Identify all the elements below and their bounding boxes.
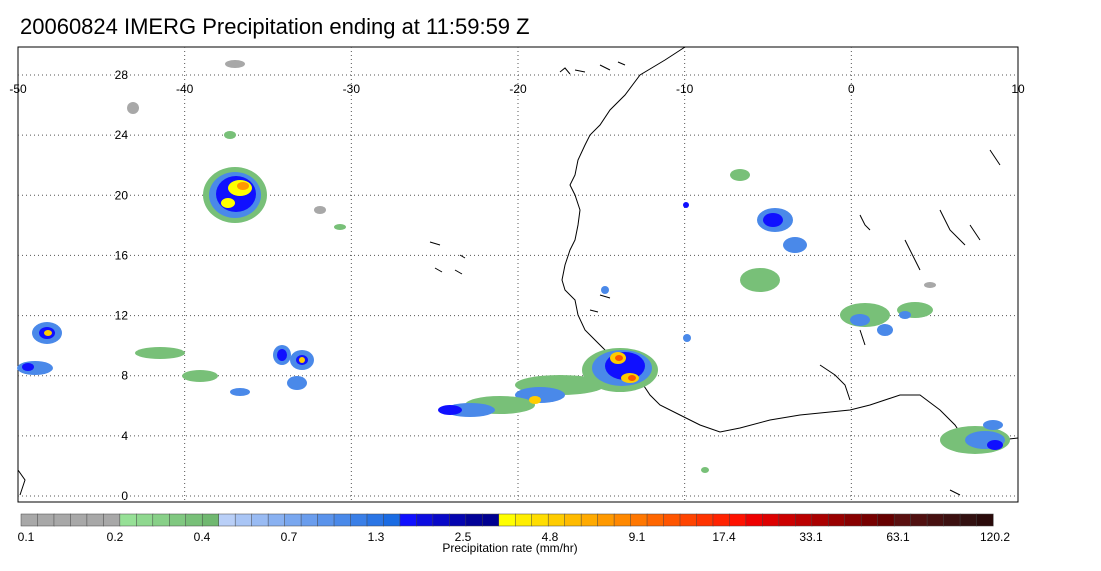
- colorbar-swatch: [103, 513, 121, 527]
- lat-label: 4: [121, 429, 128, 443]
- colorbar-swatch: [844, 513, 862, 527]
- colorbar-swatch: [70, 513, 88, 527]
- colorbar-swatch: [432, 513, 450, 527]
- colorbar-swatch: [514, 513, 533, 527]
- longitude-labels: -50 -40 -30 -20 -10 0 10: [9, 82, 1025, 96]
- colorbar-tick-label: 0.2: [107, 530, 124, 544]
- colorbar-swatch: [317, 513, 335, 527]
- colorbar-tick-label: 9.1: [629, 530, 646, 544]
- colorbar-swatch: [152, 513, 170, 527]
- colorbar-tick-label: 0.7: [281, 530, 298, 544]
- colorbar-swatch: [284, 513, 302, 527]
- lon-label: -50: [9, 82, 27, 96]
- colorbar-swatch: [201, 513, 220, 527]
- colorbar-swatch: [860, 513, 879, 527]
- colorbar-tick-label: 2.5: [455, 530, 472, 544]
- colorbar-swatch: [416, 513, 434, 527]
- colorbar-swatch: [926, 513, 945, 527]
- colorbar-swatch: [267, 513, 286, 527]
- lat-label: 16: [115, 248, 129, 262]
- colorbar-swatch: [943, 513, 961, 527]
- colorbar-tick-label: 0.4: [194, 530, 211, 544]
- colorbar-swatch: [663, 513, 681, 527]
- colorbar-swatch: [762, 513, 780, 527]
- colorbar-tick-label: 33.1: [799, 530, 823, 544]
- colorbar-swatch: [564, 513, 582, 527]
- colorbar-tick-label: 0.1: [18, 530, 35, 544]
- colorbar-swatch: [679, 513, 698, 527]
- colorbar-swatch: [778, 513, 796, 527]
- colorbar-swatch: [795, 513, 813, 527]
- page-title: 20060824 IMERG Precipitation ending at 1…: [20, 14, 530, 39]
- lon-label: -10: [676, 82, 694, 96]
- coastline: [17, 46, 1019, 496]
- lon-label: 0: [848, 82, 855, 96]
- colorbar-tick-label: 17.4: [712, 530, 736, 544]
- colorbar-tick-label: 120.2: [980, 530, 1010, 544]
- colorbar-swatch: [119, 513, 137, 527]
- colorbar-caption: Precipitation rate (mm/hr): [442, 541, 578, 555]
- colorbar-swatch: [877, 513, 895, 527]
- colorbar-swatch: [828, 513, 846, 527]
- colorbar-swatch: [234, 513, 253, 527]
- colorbar-swatch: [482, 513, 500, 527]
- colorbar-swatch: [646, 513, 665, 527]
- lon-label: 10: [1011, 82, 1025, 96]
- gridlines: [18, 47, 1018, 502]
- colorbar-tick-label: 63.1: [886, 530, 910, 544]
- colorbar-swatch: [959, 513, 978, 527]
- colorbar-swatch: [185, 513, 203, 527]
- colorbar-swatch: [86, 513, 104, 527]
- colorbar-swatch: [597, 513, 615, 527]
- colorbar-swatch: [696, 513, 714, 527]
- colorbar-swatch: [745, 513, 763, 527]
- map-frame: [17, 46, 1019, 503]
- colorbar-swatch: [399, 513, 417, 527]
- lon-label: -40: [176, 82, 194, 96]
- lat-label: 20: [115, 188, 129, 202]
- colorbar-swatch: [169, 513, 187, 527]
- lat-label: 28: [115, 68, 129, 82]
- colorbar-swatch: [613, 513, 632, 527]
- lon-label: -20: [509, 82, 527, 96]
- colorbar-swatch: [333, 513, 352, 527]
- colorbar-swatch: [893, 513, 912, 527]
- colorbar-swatch: [300, 513, 319, 527]
- colorbar-swatch: [712, 513, 730, 527]
- precip-cell-large: [203, 167, 267, 223]
- colorbar-swatch: [37, 513, 55, 527]
- colorbar-tick-label: 4.8: [542, 530, 559, 544]
- colorbar-swatch: [449, 513, 467, 527]
- colorbar-swatch: [366, 513, 384, 527]
- colorbar-swatch: [630, 513, 648, 527]
- colorbar-swatch: [729, 513, 747, 527]
- colorbar-swatch: [350, 513, 368, 527]
- lon-label: -30: [343, 82, 361, 96]
- lat-label: 12: [115, 309, 129, 323]
- colorbar-swatch: [383, 513, 401, 527]
- colorbar: [20, 513, 994, 527]
- lat-label: 24: [115, 128, 129, 142]
- colorbar-swatch: [976, 513, 994, 527]
- colorbar-swatch: [811, 513, 829, 527]
- colorbar-swatch: [547, 513, 566, 527]
- colorbar-labels: 0.1 0.2 0.4 0.7 1.3 2.5 4.8 9.1 17.4 33.1 63.1 120.…: [18, 530, 1011, 544]
- colorbar-swatch: [580, 513, 599, 527]
- colorbar-swatch: [136, 513, 154, 527]
- colorbar-swatch: [251, 513, 269, 527]
- lat-label: 8: [121, 369, 128, 383]
- latitude-labels: 28 24 20 16 12 8 4 0: [115, 68, 129, 503]
- colorbar-tick-label: 1.3: [368, 530, 385, 544]
- colorbar-swatch: [531, 513, 549, 527]
- colorbar-swatch: [218, 513, 236, 527]
- lat-label: 0: [121, 489, 128, 503]
- colorbar-swatch: [53, 513, 71, 527]
- colorbar-swatch: [20, 513, 39, 527]
- colorbar-swatch: [910, 513, 928, 527]
- colorbar-swatch: [465, 513, 483, 527]
- precip-band: [438, 375, 605, 417]
- precipitation-cells: [17, 60, 1010, 473]
- colorbar-swatch: [498, 513, 516, 527]
